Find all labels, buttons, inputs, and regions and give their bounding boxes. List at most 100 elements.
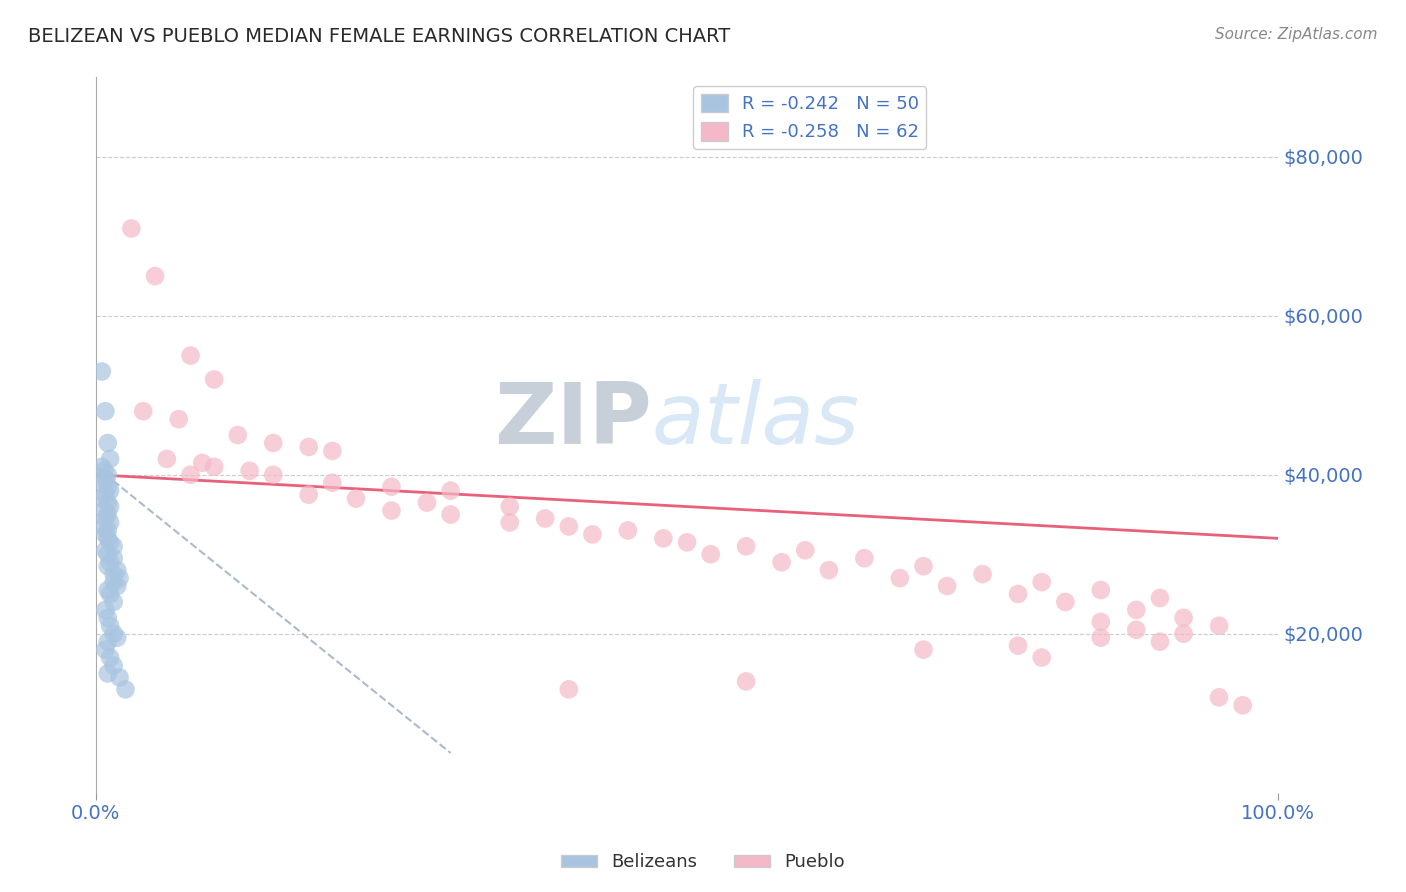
Point: [179, 467, 201, 482]
Point: [558, 682, 581, 697]
Point: [853, 551, 876, 566]
Point: [262, 436, 284, 450]
Point: [97, 559, 120, 574]
Point: [103, 567, 125, 582]
Point: [794, 543, 817, 558]
Point: [98, 555, 121, 569]
Point: [652, 532, 675, 546]
Point: [97, 480, 120, 494]
Point: [98, 587, 121, 601]
Point: [1149, 634, 1171, 648]
Point: [94, 543, 117, 558]
Point: [1090, 615, 1112, 629]
Point: [94, 511, 117, 525]
Point: [344, 491, 367, 506]
Point: [439, 508, 461, 522]
Point: [90, 491, 112, 506]
Legend: R = -0.242   N = 50, R = -0.258   N = 62: R = -0.242 N = 50, R = -0.258 N = 62: [693, 87, 927, 149]
Point: [1208, 619, 1230, 633]
Point: [1208, 690, 1230, 705]
Point: [239, 464, 262, 478]
Point: [499, 500, 522, 514]
Point: [105, 579, 128, 593]
Point: [1125, 603, 1147, 617]
Point: [97, 508, 120, 522]
Point: [98, 500, 121, 514]
Point: [98, 451, 121, 466]
Point: [94, 488, 117, 502]
Point: [98, 535, 121, 549]
Point: [97, 634, 120, 648]
Point: [912, 642, 935, 657]
Point: [156, 451, 179, 466]
Point: [91, 519, 114, 533]
Point: [97, 582, 120, 597]
Point: [97, 436, 120, 450]
Text: atlas: atlas: [651, 379, 859, 462]
Point: [93, 464, 115, 478]
Point: [1125, 623, 1147, 637]
Point: [1054, 595, 1077, 609]
Point: [581, 527, 603, 541]
Point: [298, 440, 321, 454]
Point: [97, 467, 120, 482]
Point: [97, 532, 120, 546]
Point: [321, 444, 343, 458]
Point: [103, 551, 125, 566]
Point: [97, 666, 120, 681]
Point: [818, 563, 841, 577]
Point: [94, 603, 117, 617]
Point: [103, 539, 125, 553]
Point: [439, 483, 461, 498]
Text: Source: ZipAtlas.com: Source: ZipAtlas.com: [1215, 27, 1378, 42]
Point: [380, 503, 402, 517]
Point: [202, 459, 225, 474]
Point: [143, 269, 166, 284]
Point: [98, 619, 121, 633]
Point: [1149, 591, 1171, 605]
Point: [912, 559, 935, 574]
Point: [103, 575, 125, 590]
Point: [534, 511, 557, 525]
Point: [380, 480, 402, 494]
Point: [416, 495, 439, 509]
Point: [936, 579, 959, 593]
Point: [226, 428, 249, 442]
Point: [1090, 582, 1112, 597]
Point: [90, 459, 112, 474]
Point: [770, 555, 793, 569]
Text: BELIZEAN VS PUEBLO MEDIAN FEMALE EARNINGS CORRELATION CHART: BELIZEAN VS PUEBLO MEDIAN FEMALE EARNING…: [28, 27, 730, 45]
Point: [94, 642, 117, 657]
Point: [972, 567, 994, 582]
Point: [103, 626, 125, 640]
Point: [97, 524, 120, 538]
Point: [132, 404, 155, 418]
Point: [108, 571, 131, 585]
Point: [179, 349, 201, 363]
Point: [108, 670, 131, 684]
Point: [735, 674, 758, 689]
Point: [94, 527, 117, 541]
Point: [298, 488, 321, 502]
Point: [103, 595, 125, 609]
Point: [699, 547, 721, 561]
Point: [98, 483, 121, 498]
Point: [91, 475, 114, 490]
Point: [1007, 639, 1029, 653]
Point: [735, 539, 758, 553]
Point: [1031, 650, 1053, 665]
Point: [558, 519, 581, 533]
Point: [97, 547, 120, 561]
Point: [105, 563, 128, 577]
Point: [1031, 575, 1053, 590]
Point: [114, 682, 136, 697]
Point: [1007, 587, 1029, 601]
Point: [889, 571, 911, 585]
Point: [90, 364, 112, 378]
Legend: Belizeans, Pueblo: Belizeans, Pueblo: [554, 847, 852, 879]
Point: [202, 372, 225, 386]
Point: [120, 221, 142, 235]
Point: [103, 658, 125, 673]
Point: [167, 412, 190, 426]
Point: [94, 404, 117, 418]
